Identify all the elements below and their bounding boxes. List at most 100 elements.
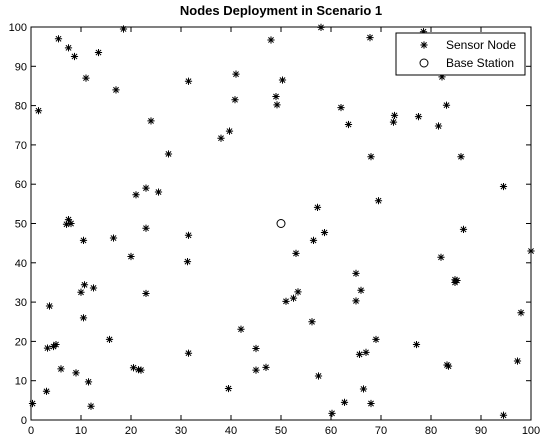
- sensor-node-point: [419, 28, 428, 36]
- sensor-node-point: [34, 107, 43, 115]
- sensor-node-point: [109, 234, 118, 242]
- sensor-node-point: [164, 150, 173, 158]
- sensor-node-point: [367, 399, 375, 408]
- y-tick-label: 60: [15, 179, 27, 191]
- sensor-node-point: [84, 378, 93, 386]
- tick-labels: 0 10 20 30 40 50 60 70 80 90 100 0 10 20 30 40 50 60 70 80 9…: [9, 22, 541, 437]
- sensor-node-point: [82, 74, 90, 82]
- sensor-node-point: [142, 224, 150, 232]
- sensor-node-point: [184, 231, 193, 239]
- sensor-node-point: [451, 278, 459, 287]
- sensor-node-point: [355, 350, 364, 358]
- sensor-node-point: [282, 297, 290, 305]
- sensor-node-point: [54, 35, 63, 43]
- sensor-node-point: [237, 325, 245, 333]
- sensor-node-point: [273, 101, 281, 109]
- sensor-node-point: [137, 366, 145, 374]
- sensor-node-point: [442, 101, 451, 109]
- sensor-node-point: [72, 369, 80, 377]
- sensor-node-point: [272, 92, 280, 101]
- sensor-node-point: [513, 357, 522, 365]
- sensor-node-point: [62, 220, 71, 228]
- sensor-node-point: [314, 372, 323, 380]
- sensor-node-point: [412, 340, 421, 349]
- sensor-node-point: [94, 48, 103, 57]
- sensor-node-point: [352, 297, 360, 305]
- sensor-node-point: [320, 228, 329, 237]
- sensor-node-point: [372, 335, 380, 344]
- sensor-node-point: [309, 236, 318, 244]
- sensor-node-point: [42, 387, 51, 395]
- sensor-node-point: [294, 288, 302, 296]
- y-tick-label: 40: [15, 258, 27, 270]
- x-tick-label: 70: [375, 425, 387, 437]
- x-tick-label: 10: [75, 425, 87, 437]
- y-tick-label: 30: [15, 297, 27, 309]
- sensor-node-point: [337, 103, 345, 112]
- sensor-node-point: [340, 398, 349, 406]
- sensor-node-point: [112, 86, 120, 94]
- sensor-node-point: [129, 364, 138, 372]
- sensor-node-point: [278, 76, 287, 84]
- sensor-node-point: [79, 236, 88, 244]
- x-tick-label: 100: [522, 425, 540, 437]
- sensor-node-point: [154, 188, 163, 196]
- data-points: [28, 23, 535, 419]
- sensor-node-point: [459, 225, 468, 233]
- x-tick-label: 20: [125, 425, 137, 437]
- sensor-node-point: [357, 286, 365, 294]
- sensor-node-point: [414, 113, 423, 121]
- sensor-node-point: [77, 288, 85, 296]
- sensor-node-point: [328, 409, 336, 417]
- x-tick-label: 90: [475, 425, 487, 437]
- sensor-node-point: [57, 365, 65, 373]
- sensor-node-point: [252, 344, 260, 353]
- sensor-node-point: [184, 349, 193, 357]
- sensor-node-point: [352, 269, 360, 278]
- sensor-node-point: [434, 122, 443, 130]
- sensor-node-point: [70, 52, 79, 61]
- y-tick-label: 100: [9, 22, 27, 34]
- sensor-node-point: [374, 197, 383, 205]
- legend-box: [395, 32, 526, 76]
- x-tick-label: 0: [28, 425, 34, 437]
- sensor-node-point: [344, 120, 353, 129]
- sensor-node-point: [444, 362, 453, 370]
- sensor-node-point: [127, 252, 135, 261]
- sensor-node-point: [184, 77, 193, 85]
- sensor-node-point: [457, 153, 465, 161]
- sensor-node-point: [142, 289, 150, 298]
- sensor-node-point: [362, 348, 370, 357]
- sensor-node-point: [225, 127, 234, 135]
- y-tick-label: 50: [15, 219, 27, 231]
- sensor-node-point: [308, 318, 316, 326]
- sensor-node-point: [79, 314, 88, 322]
- sensor-node-point: [499, 411, 508, 419]
- legend-sensor-marker: [420, 41, 428, 49]
- y-tick-label: 20: [15, 336, 27, 348]
- sensor-node-point: [217, 134, 225, 142]
- x-tick-label: 50: [275, 425, 287, 437]
- x-tick-label: 60: [325, 425, 337, 437]
- y-tick-label: 70: [15, 140, 27, 152]
- sensor-node-point: [289, 294, 298, 302]
- sensor-node-point: [262, 363, 270, 371]
- x-tick-label: 80: [425, 425, 437, 437]
- sensor-node-point: [64, 44, 73, 52]
- sensor-node-point: [119, 25, 128, 33]
- sensor-node-point: [142, 184, 150, 192]
- sensor-node-point: [64, 215, 73, 224]
- sensor-node-point: [437, 253, 445, 261]
- sensor-node-point: [132, 191, 140, 199]
- sensor-node-point: [183, 258, 192, 266]
- legend-base-station-marker: [419, 58, 429, 68]
- y-tick-label: 80: [15, 101, 27, 113]
- sensor-node-point: [313, 203, 322, 211]
- sensor-node-point: [366, 34, 374, 42]
- chart-title: Nodes Deployment in Scenario 1: [180, 3, 382, 18]
- legend-label-base-station: Base Station: [446, 56, 514, 70]
- y-tick-label: 0: [21, 415, 27, 427]
- sensor-node-point: [80, 281, 89, 289]
- x-tick-label: 30: [175, 425, 187, 437]
